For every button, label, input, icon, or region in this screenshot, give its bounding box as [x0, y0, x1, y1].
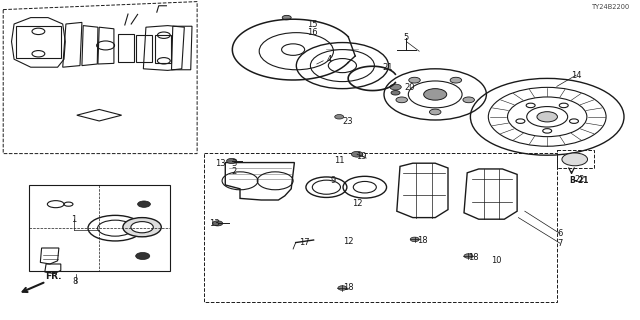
- Circle shape: [463, 97, 474, 103]
- Bar: [29, 185, 170, 271]
- Text: 12: 12: [344, 237, 354, 246]
- Bar: [136, 35, 152, 62]
- Text: 17: 17: [299, 238, 309, 247]
- Text: 22: 22: [574, 175, 584, 184]
- Circle shape: [450, 77, 461, 83]
- Ellipse shape: [123, 218, 161, 237]
- Text: 18: 18: [417, 236, 428, 245]
- Text: 15: 15: [307, 20, 317, 28]
- Text: 19: 19: [356, 152, 367, 161]
- Circle shape: [227, 158, 237, 164]
- Text: 8: 8: [73, 277, 78, 286]
- Text: FR.: FR.: [45, 272, 61, 281]
- Circle shape: [537, 112, 557, 122]
- Ellipse shape: [131, 222, 154, 233]
- Circle shape: [351, 151, 363, 157]
- Text: 14: 14: [571, 71, 581, 80]
- Bar: [118, 34, 134, 62]
- Text: 23: 23: [342, 117, 353, 126]
- Text: 13: 13: [209, 220, 220, 228]
- Circle shape: [391, 91, 400, 95]
- Circle shape: [212, 221, 223, 226]
- Circle shape: [464, 254, 473, 258]
- Text: 3: 3: [231, 159, 236, 168]
- Circle shape: [335, 115, 344, 119]
- Bar: [155, 35, 171, 63]
- Text: 5: 5: [404, 33, 409, 42]
- Circle shape: [338, 286, 347, 290]
- Circle shape: [429, 109, 441, 115]
- Text: 18: 18: [344, 284, 354, 292]
- Bar: [557, 150, 594, 168]
- Circle shape: [396, 97, 408, 103]
- Circle shape: [562, 153, 588, 166]
- Text: 10: 10: [491, 256, 501, 265]
- Text: 12: 12: [352, 199, 362, 208]
- Circle shape: [136, 252, 150, 260]
- Text: B-21: B-21: [570, 176, 589, 185]
- Text: 7: 7: [557, 239, 563, 248]
- Circle shape: [138, 201, 150, 207]
- Bar: [16, 26, 61, 58]
- Circle shape: [409, 77, 420, 83]
- Text: 20: 20: [404, 83, 415, 92]
- Text: 11: 11: [334, 156, 344, 164]
- Circle shape: [390, 84, 401, 90]
- Circle shape: [410, 237, 419, 242]
- Text: 2: 2: [231, 167, 236, 176]
- Circle shape: [282, 15, 291, 20]
- Text: 9: 9: [330, 176, 335, 185]
- Text: 16: 16: [307, 28, 317, 37]
- Text: 21: 21: [382, 63, 392, 72]
- Text: 18: 18: [468, 253, 479, 262]
- Circle shape: [424, 89, 447, 100]
- Text: TY24B2200: TY24B2200: [592, 4, 630, 10]
- Text: 6: 6: [557, 229, 563, 238]
- Text: 13: 13: [216, 159, 226, 168]
- Text: 1: 1: [71, 215, 76, 224]
- Text: 4: 4: [327, 55, 332, 64]
